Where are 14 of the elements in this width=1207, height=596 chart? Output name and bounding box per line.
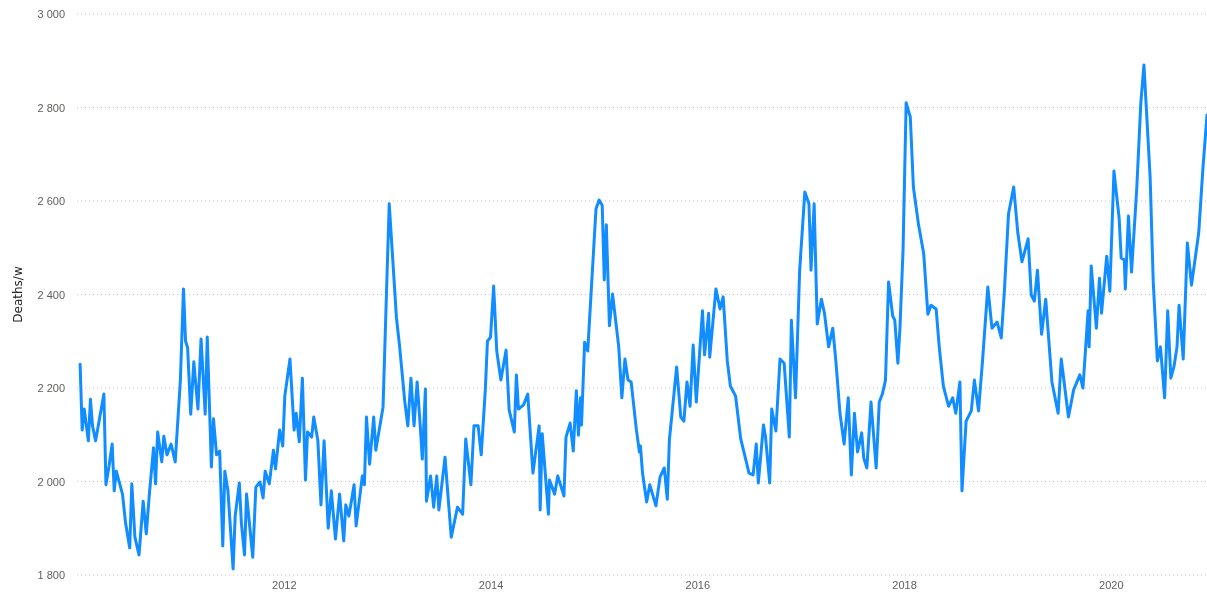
y-tick-label: 2 800 — [37, 101, 65, 114]
x-tick-label: 2016 — [685, 578, 711, 591]
x-tick-label: 2020 — [1099, 578, 1124, 591]
x-tick-label: 2018 — [892, 578, 917, 591]
y-tick-label: 1 800 — [37, 569, 65, 582]
line-series — [78, 63, 1207, 571]
x-tick-label: 2014 — [478, 578, 504, 591]
x-tick-label: 2012 — [272, 578, 297, 591]
y-tick-label: 2 600 — [37, 195, 65, 208]
y-axis-title: Deaths/w — [11, 266, 25, 323]
y-tick-label: 2 000 — [37, 475, 65, 488]
y-tick-label: 2 200 — [37, 382, 65, 395]
y-tick-label: 2 400 — [37, 288, 65, 301]
y-tick-label: 3 000 — [37, 8, 65, 21]
